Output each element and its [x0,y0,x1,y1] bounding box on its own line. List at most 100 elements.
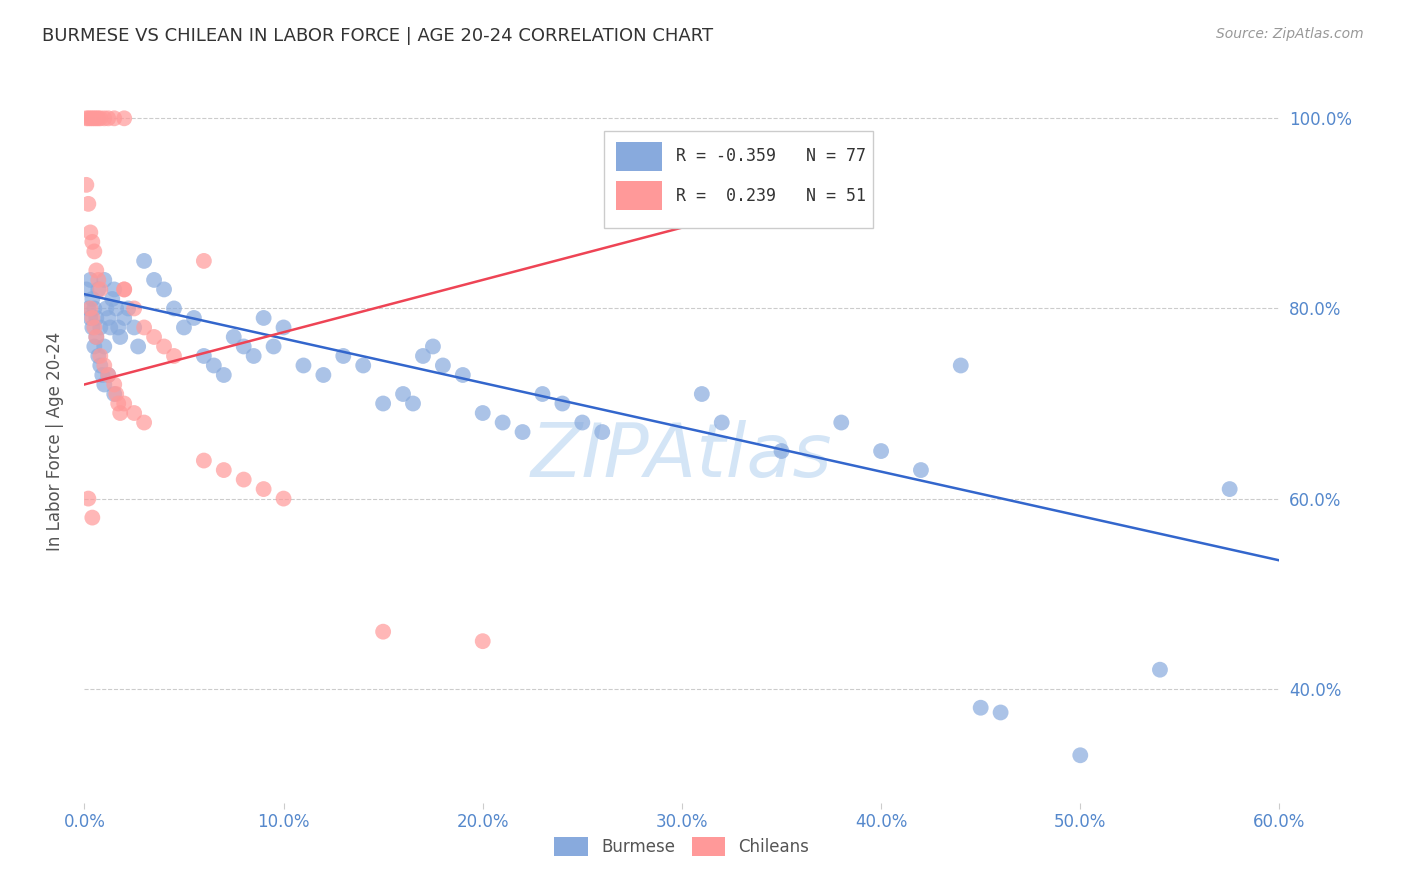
Point [82,235,104,249]
Point [253,310,276,325]
Point [105,301,128,316]
Point [432,359,454,373]
Point [202,359,225,373]
Point [112,396,135,410]
Point [77,112,100,126]
Point [690,387,713,401]
Point [373,396,395,410]
Point [96,301,118,316]
Point [89,359,111,373]
Point [332,349,354,363]
Point [232,339,254,353]
Point [93,359,115,373]
Point [193,453,215,467]
Point [75,178,97,192]
Point [710,416,733,430]
Point [312,368,335,382]
Point [83,244,105,259]
Point [83,112,105,126]
Point [412,349,434,363]
Point [87,349,110,363]
Point [93,377,115,392]
Point [132,254,156,268]
Point [101,292,124,306]
Point [77,491,100,506]
Text: ZIPAtlas: ZIPAtlas [531,420,832,492]
Point [75,112,97,126]
Point [82,112,104,126]
Point [422,339,444,353]
Point [89,112,111,126]
Text: R = -0.359   N = 77: R = -0.359 N = 77 [676,147,866,165]
Point [112,282,135,296]
Point [103,377,125,392]
Point [143,330,166,344]
Point [352,359,374,373]
Point [86,330,108,344]
Point [122,406,145,420]
Point [98,320,121,334]
Point [97,368,120,382]
Point [1069,748,1091,763]
Point [970,700,993,714]
Point [153,282,176,296]
Point [402,396,425,410]
Point [492,416,515,430]
Point [127,339,149,353]
Point [153,339,176,353]
Point [83,301,105,316]
Point [87,273,110,287]
Text: BURMESE VS CHILEAN IN LABOR FORCE | AGE 20-24 CORRELATION CHART: BURMESE VS CHILEAN IN LABOR FORCE | AGE … [42,27,713,45]
Point [273,491,295,506]
Point [910,463,932,477]
Point [870,444,893,458]
Point [82,510,104,524]
Point [183,310,205,325]
Point [97,368,120,382]
Point [117,301,139,316]
Legend: Burmese, Chileans: Burmese, Chileans [548,830,815,863]
Point [86,112,108,126]
Point [122,301,145,316]
Point [770,444,793,458]
Point [105,387,128,401]
Point [173,320,195,334]
Point [292,359,315,373]
Point [512,425,534,439]
Point [122,320,145,334]
Point [132,320,156,334]
Point [263,339,285,353]
Point [77,197,100,211]
Point [373,624,395,639]
Point [87,112,110,126]
Point [531,387,554,401]
Point [93,112,115,126]
Point [451,368,474,382]
Point [79,310,101,325]
Point [212,463,235,477]
Point [79,273,101,287]
Point [163,301,186,316]
Point [97,310,120,325]
Point [107,320,129,334]
Point [79,112,101,126]
Point [103,282,125,296]
Point [86,310,108,325]
Point [471,634,494,648]
Point [89,320,111,334]
Point [82,320,104,334]
FancyBboxPatch shape [616,181,662,211]
Point [143,273,166,287]
Point [75,282,97,296]
Point [83,339,105,353]
Point [471,406,494,420]
Y-axis label: In Labor Force | Age 20-24: In Labor Force | Age 20-24 [45,332,63,551]
Point [112,310,135,325]
Point [86,263,108,277]
Point [87,282,110,296]
Point [193,254,215,268]
Point [990,706,1012,720]
Point [93,273,115,287]
Point [591,425,613,439]
Point [89,282,111,296]
